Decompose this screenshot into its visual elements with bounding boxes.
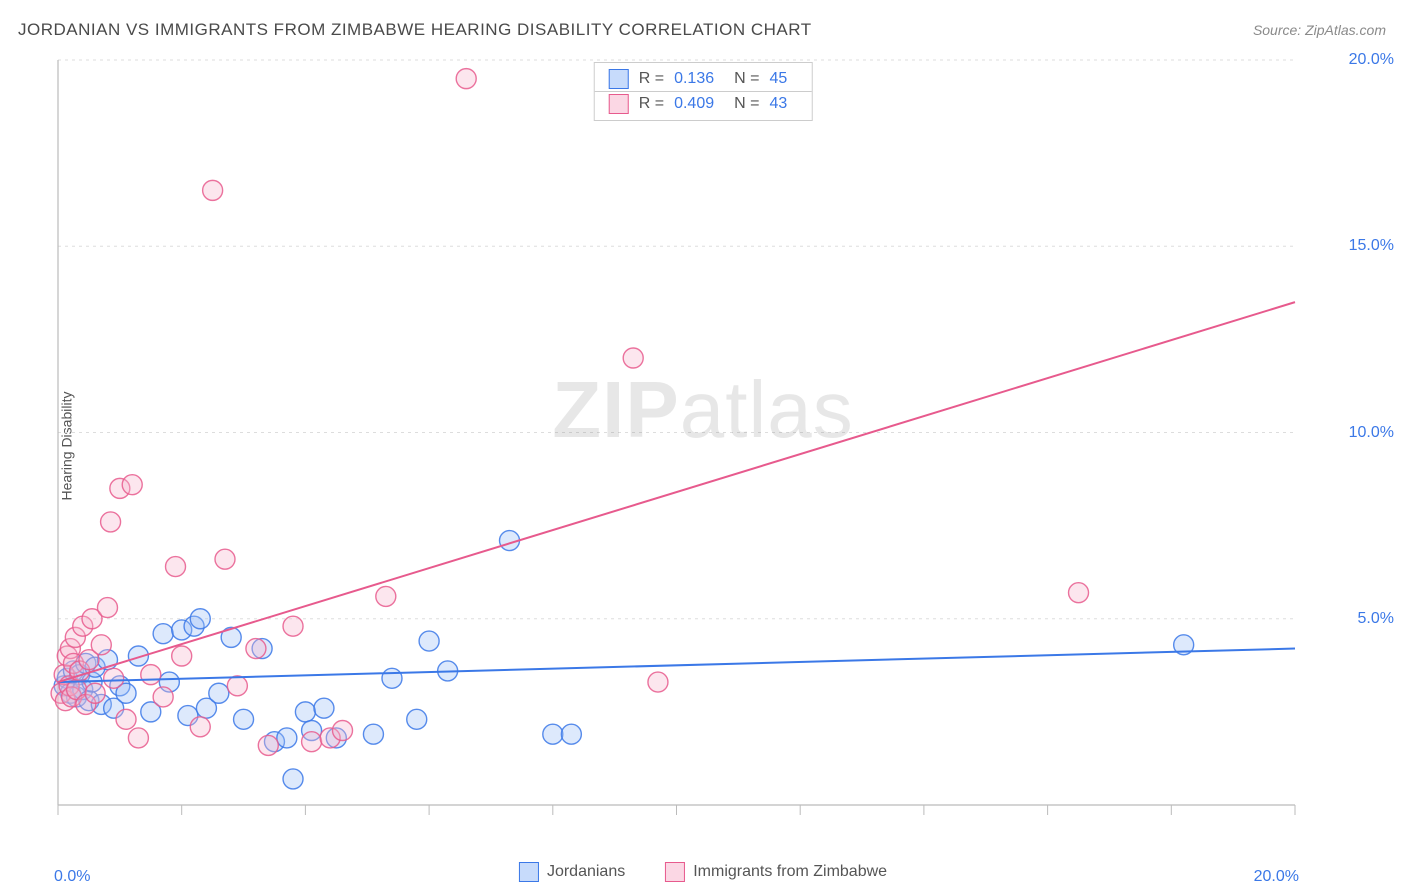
n-label: N = [734,95,759,113]
scatter-chart [50,55,1350,835]
legend-swatch [609,69,629,89]
r-value: 0.409 [674,95,714,113]
legend-item: Jordanians [519,862,625,882]
legend-label: Jordanians [547,863,625,881]
series-legend: Jordanians Immigrants from Zimbabwe [519,862,887,882]
y-tick-label: 10.0% [1349,424,1394,442]
n-label: N = [734,70,759,88]
y-tick-label: 15.0% [1349,237,1394,255]
correlation-legend-row: R = 0.136 N = 45 [595,67,812,91]
legend-item: Immigrants from Zimbabwe [665,862,887,882]
correlation-legend: R = 0.136 N = 45 R = 0.409 N = 43 [594,62,813,121]
chart-title: JORDANIAN VS IMMIGRANTS FROM ZIMBABWE HE… [18,20,812,40]
legend-swatch [665,862,685,882]
legend-swatch [519,862,539,882]
r-label: R = [639,95,664,113]
legend-swatch [609,94,629,114]
plot-area [50,55,1350,835]
legend-label: Immigrants from Zimbabwe [693,863,887,881]
y-tick-label: 20.0% [1349,51,1394,69]
x-tick-label: 0.0% [54,868,90,886]
r-value: 0.136 [674,70,714,88]
n-value: 43 [769,95,787,113]
n-value: 45 [769,70,787,88]
correlation-legend-row: R = 0.409 N = 43 [595,91,812,116]
source-label: Source: ZipAtlas.com [1253,22,1386,38]
r-label: R = [639,70,664,88]
x-tick-label: 20.0% [1254,868,1299,886]
y-tick-label: 5.0% [1358,610,1394,628]
